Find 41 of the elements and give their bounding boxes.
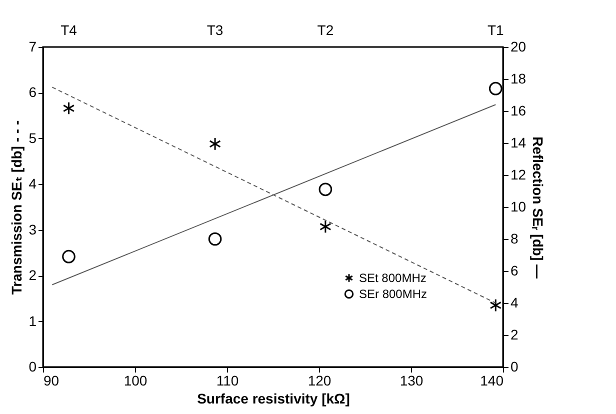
point <box>318 182 332 196</box>
point <box>62 102 75 115</box>
legend-label: SEr 800MHz <box>359 287 428 301</box>
text: T3 <box>206 22 224 38</box>
point <box>320 220 332 234</box>
y2-tick-label: 12 <box>510 166 526 182</box>
y-tick-label: 7 <box>28 38 37 54</box>
x-tick-label: 110 <box>216 372 239 388</box>
y2-tick-label: 20 <box>510 38 526 54</box>
text: T4 <box>60 22 78 38</box>
x-tick-label: 140 <box>480 372 504 388</box>
y-tick-label: 6 <box>28 84 37 100</box>
y2-tick-label: 6 <box>510 262 518 278</box>
y2-tick-label: 8 <box>510 230 518 246</box>
y2-axis-title: Reflection SEᵣ [db] — <box>530 136 546 278</box>
point <box>488 82 502 96</box>
point <box>208 232 222 246</box>
y2-tick-label: 18 <box>510 70 526 86</box>
legend-label: SEt 800MHz <box>359 271 426 285</box>
y-tick-label: 2 <box>28 267 37 284</box>
text: T1 <box>487 22 504 38</box>
y-tick-label: 3 <box>28 221 37 238</box>
x-tick-label: 130 <box>400 372 424 388</box>
x-tick-label: 90 <box>44 372 60 388</box>
y2-tick-label: 0 <box>510 358 518 374</box>
x-tick-label: 100 <box>124 372 148 388</box>
y-tick-label: 5 <box>28 130 37 146</box>
y-tick-label: 1 <box>28 312 37 329</box>
y-tick-label: 0 <box>28 358 37 374</box>
y2-tick-label: 16 <box>510 102 526 118</box>
text: T2 <box>317 22 334 38</box>
point <box>62 250 76 264</box>
y-axis-title: Transmission SEₜ [db] - - - <box>8 120 25 295</box>
point <box>209 137 221 151</box>
y2-tick-label: 14 <box>510 134 526 150</box>
y2-tick-label: 4 <box>510 294 518 310</box>
y2-tick-label: 2 <box>510 326 518 342</box>
y-tick-label: 4 <box>28 176 37 192</box>
x-axis-title: Surface resistivity [kΩ] <box>197 390 350 406</box>
x-tick-label: 120 <box>308 372 332 388</box>
y2-tick-label: 10 <box>510 198 526 214</box>
